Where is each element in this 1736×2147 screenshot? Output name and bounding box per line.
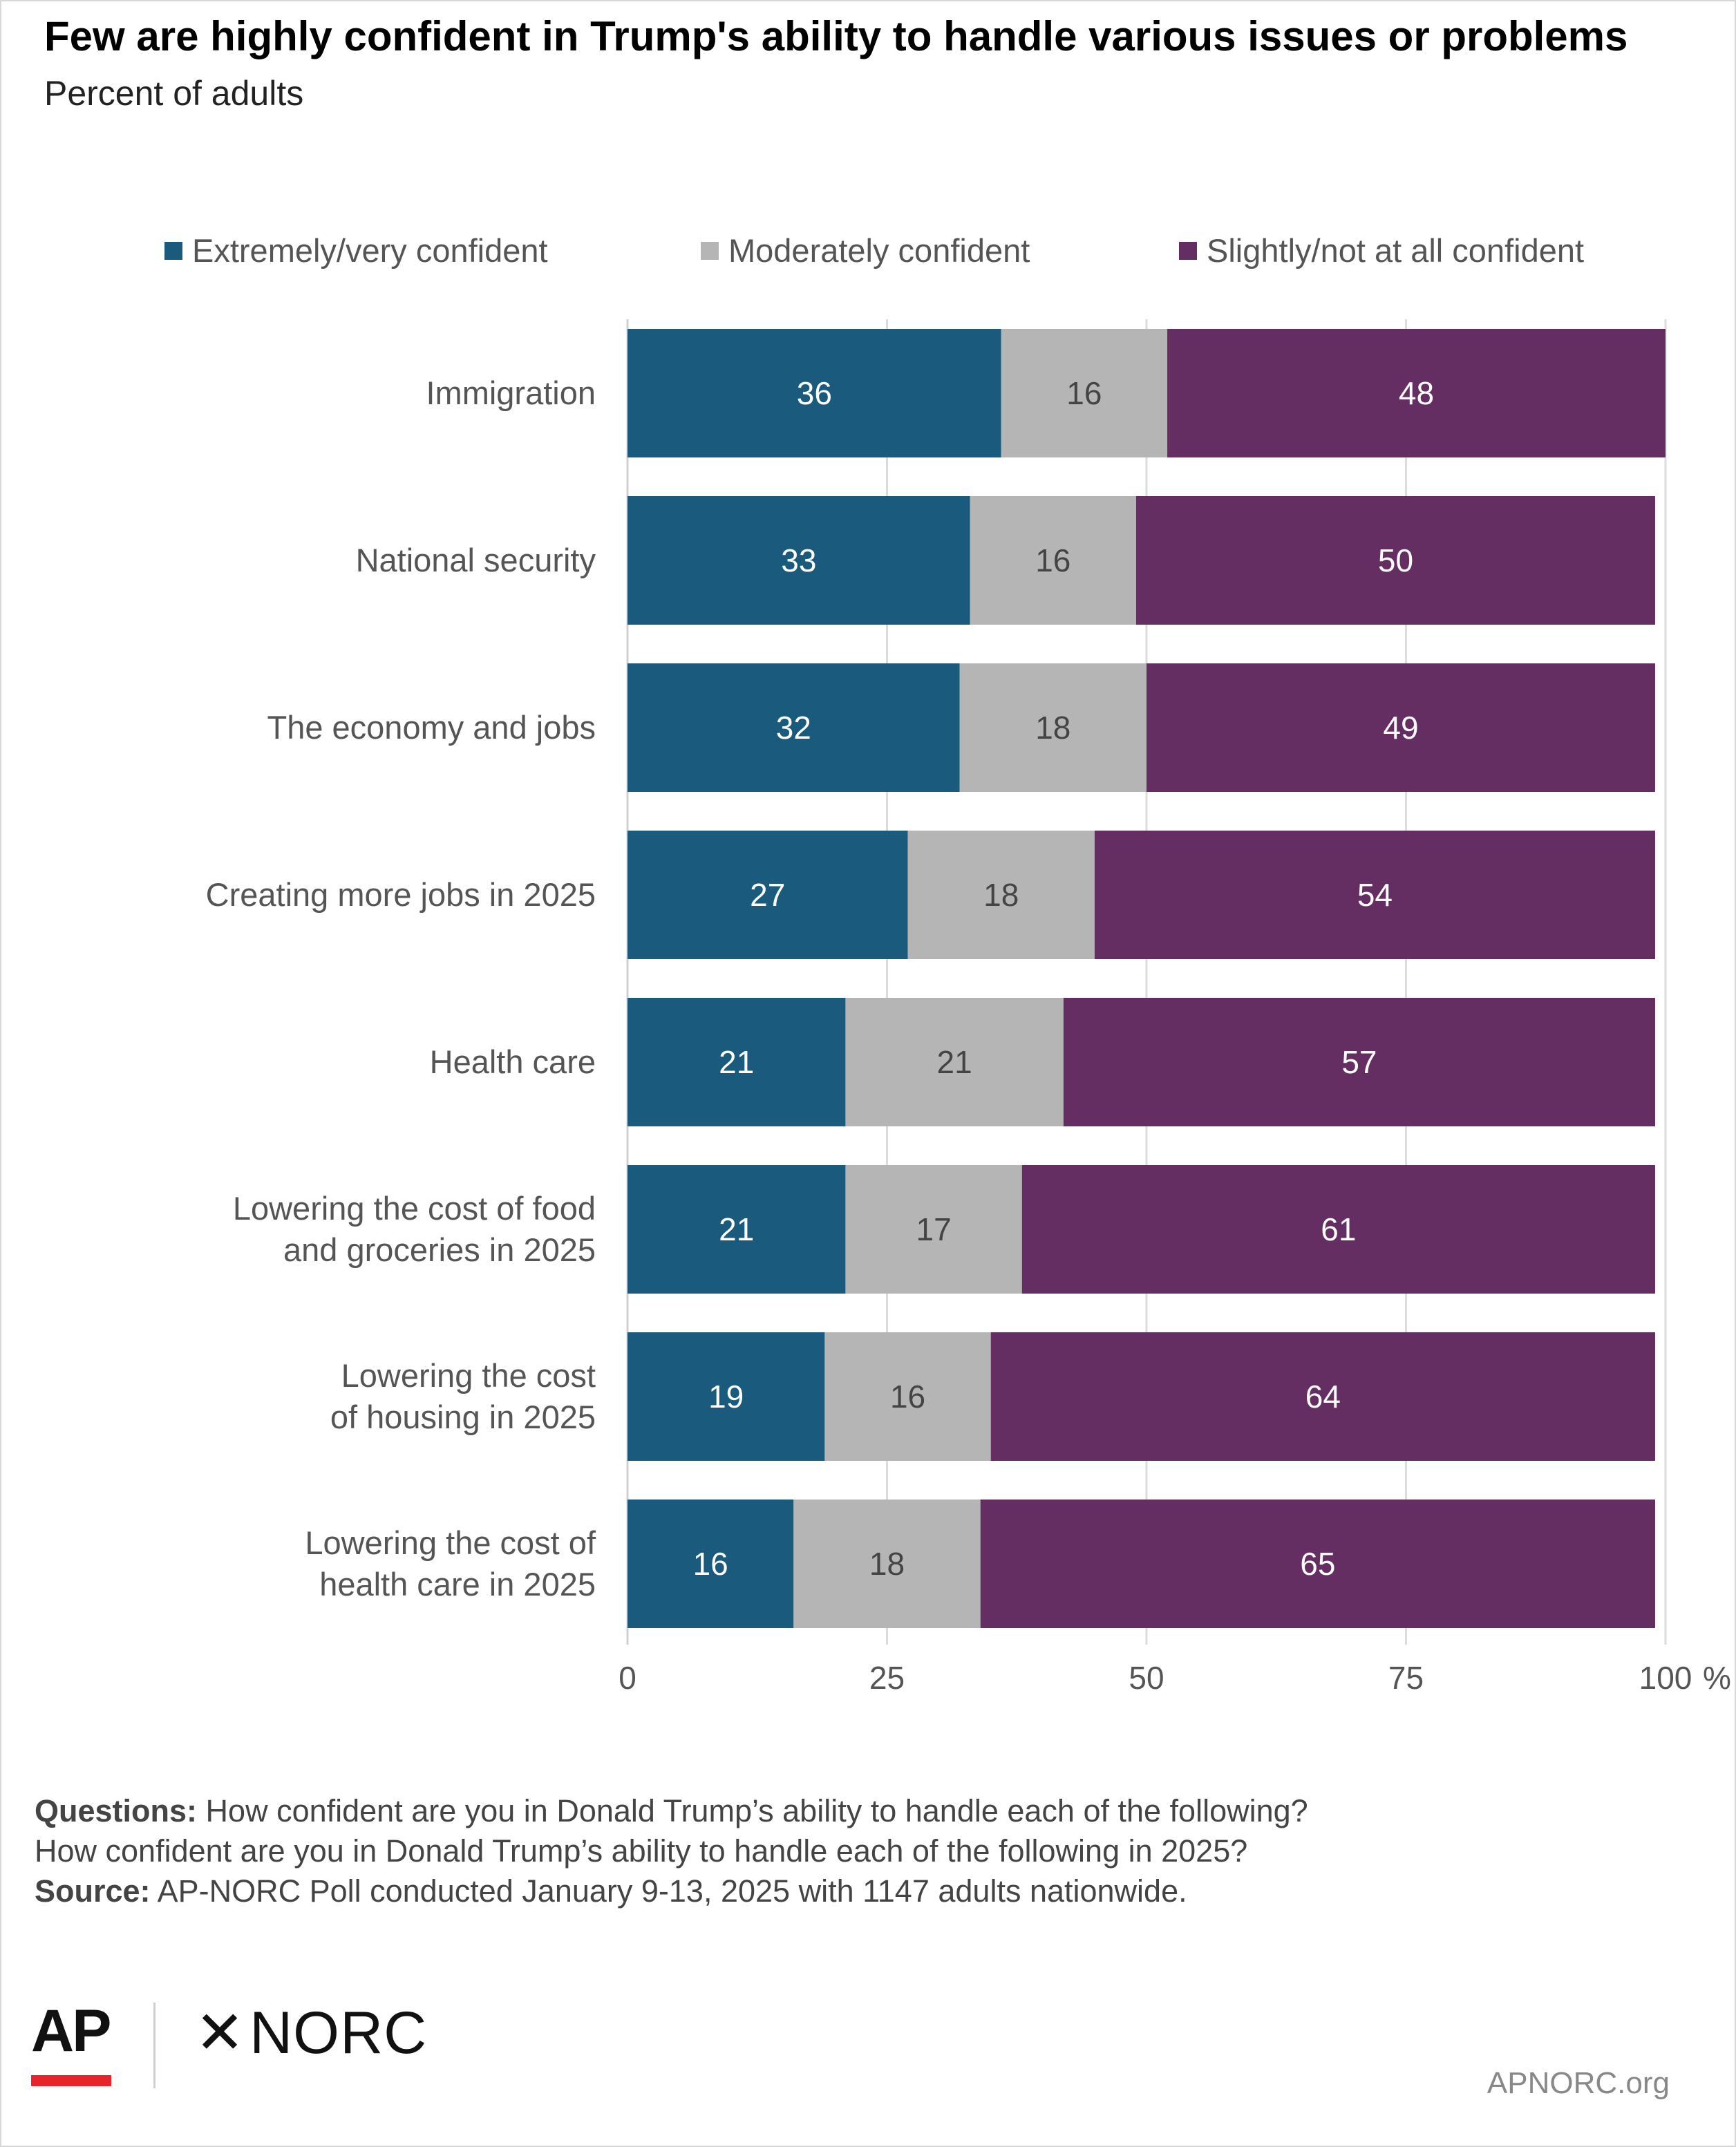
- data-label: 48: [1399, 375, 1434, 411]
- bar-segment: [845, 1165, 1022, 1294]
- questions-label: Questions:: [35, 1793, 198, 1828]
- bar-segment: [628, 496, 970, 625]
- questions-line-2: How confident are you in Donald Trump’s …: [35, 1833, 1248, 1869]
- bar-segment: [1094, 831, 1655, 959]
- logo-divider: [153, 2003, 155, 2088]
- category-label: Immigration: [426, 375, 596, 411]
- data-label: 19: [708, 1379, 744, 1415]
- data-label: 65: [1300, 1546, 1335, 1582]
- source-text: AP-NORC Poll conducted January 9-13, 202…: [157, 1873, 1187, 1909]
- data-label: 16: [1066, 375, 1102, 411]
- data-label: 27: [750, 877, 785, 913]
- x-tick-label: 75: [1388, 1660, 1424, 1696]
- bar-segment: [1167, 329, 1666, 457]
- bar-segment: [845, 998, 1064, 1126]
- data-label: 21: [937, 1044, 972, 1080]
- bar-segment: [1147, 663, 1655, 792]
- bar-segment: [628, 831, 908, 959]
- data-label: 16: [1035, 542, 1070, 578]
- category-label: Lowering the cost of: [305, 1524, 596, 1561]
- questions-line-1: Questions: How confident are you in Dona…: [35, 1791, 1308, 1831]
- category-label: The economy and jobs: [267, 709, 596, 746]
- data-label: 57: [1341, 1044, 1377, 1080]
- legend-item: Extremely/very confident: [164, 231, 548, 269]
- bar-segment: [1063, 998, 1655, 1126]
- bar-segment: [907, 831, 1095, 959]
- category-label: and groceries in 2025: [283, 1231, 596, 1268]
- data-label: 64: [1305, 1379, 1341, 1415]
- category-label: health care in 2025: [319, 1566, 596, 1602]
- legend-item: Slightly/not at all confident: [1179, 231, 1584, 269]
- data-label: 18: [869, 1546, 905, 1582]
- bar-segment: [628, 998, 846, 1126]
- norc-mark-icon: ✕: [195, 2000, 246, 2066]
- data-label: 21: [719, 1211, 754, 1247]
- stacked-bar-chart: 36 16 48 Immigration 33 16 50 National security…: [206, 319, 1731, 1696]
- x-tick-label: 50: [1129, 1660, 1164, 1696]
- legend-item: Moderately confident: [701, 231, 1030, 269]
- data-label: 16: [890, 1379, 925, 1415]
- legend-label: Slightly/not at all confident: [1207, 232, 1585, 269]
- category-label: Health care: [430, 1043, 596, 1080]
- norc-logo-text: NORC: [249, 2000, 428, 2066]
- bar-segment: [990, 1332, 1655, 1461]
- legend-label: Moderately confident: [728, 232, 1030, 269]
- site-link[interactable]: APNORC.org: [1487, 2066, 1670, 2100]
- questions-text-1: How confident are you in Donald Trump’s …: [205, 1793, 1308, 1828]
- data-label: 17: [916, 1211, 952, 1247]
- data-label: 61: [1321, 1211, 1356, 1247]
- legend-swatch: [164, 241, 182, 260]
- data-label: 18: [1035, 710, 1070, 746]
- bar-segment: [793, 1500, 981, 1628]
- bar-segment: [628, 1165, 846, 1294]
- bar-segment: [1135, 496, 1655, 625]
- x-tick-label: 0: [619, 1660, 636, 1696]
- x-tick-label: 25: [869, 1660, 905, 1696]
- bar-segment: [628, 1332, 825, 1461]
- data-label: 16: [693, 1546, 728, 1582]
- bar-segment: [1001, 329, 1168, 457]
- ap-logo-underline: [31, 2075, 111, 2086]
- source-label: Source:: [35, 1873, 151, 1909]
- bar-segment: [980, 1500, 1655, 1628]
- legend-swatch: [701, 241, 719, 260]
- data-label: 49: [1383, 710, 1418, 746]
- category-label: National security: [356, 542, 596, 578]
- data-label: 54: [1357, 877, 1393, 913]
- category-label: Lowering the cost: [341, 1357, 596, 1394]
- category-label: Creating more jobs in 2025: [206, 876, 596, 913]
- bar-segment: [959, 663, 1147, 792]
- chart-title: Few are highly confident in Trump's abil…: [44, 13, 1628, 59]
- data-label: 32: [776, 710, 811, 746]
- data-label: 18: [983, 877, 1019, 913]
- norc-logo: ✕NORC: [195, 1998, 427, 2068]
- bar-segment: [628, 329, 1001, 457]
- bar-segment: [970, 496, 1136, 625]
- category-label: of housing in 2025: [330, 1399, 596, 1435]
- data-label: 33: [781, 542, 816, 578]
- data-label: 36: [797, 375, 832, 411]
- data-label: 50: [1378, 542, 1413, 578]
- data-label: 21: [719, 1044, 754, 1080]
- footer-notes: Questions: How confident are you in Dona…: [35, 1791, 1308, 1911]
- bar-segment: [1021, 1165, 1655, 1294]
- x-tick-label: 100: [1639, 1660, 1692, 1696]
- source-line: Source: AP-NORC Poll conducted January 9…: [35, 1871, 1308, 1911]
- bar-segment: [628, 663, 960, 792]
- ap-logo: AP: [31, 1998, 111, 2064]
- legend-label: Extremely/very confident: [192, 232, 548, 269]
- bar-segment: [628, 1500, 794, 1628]
- legend-swatch: [1179, 241, 1197, 260]
- bar-segment: [824, 1332, 991, 1461]
- chart-subtitle: Percent of adults: [44, 74, 304, 113]
- x-unit-label: %: [1703, 1660, 1731, 1696]
- category-label: Lowering the cost of food: [233, 1190, 596, 1227]
